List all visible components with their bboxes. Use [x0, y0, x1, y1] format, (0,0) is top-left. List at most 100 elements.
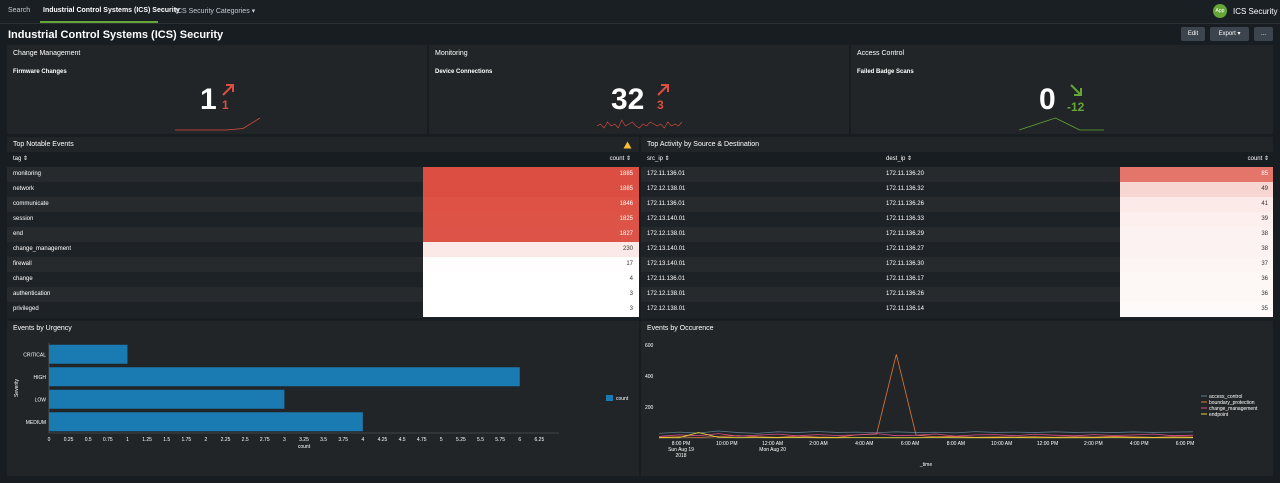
x-tick-label: 1.5: [163, 437, 170, 443]
table-row[interactable]: monitoring 1885: [7, 167, 639, 182]
cell-count: 1846: [423, 197, 639, 212]
arrow-up-icon: [222, 84, 234, 96]
column-header-dest-ip[interactable]: dest_ip ⇕: [886, 156, 913, 162]
bar-low[interactable]: [49, 389, 285, 409]
card-delta: 1: [222, 98, 229, 112]
x-tick-label: 5.75: [495, 437, 505, 443]
edit-button[interactable]: Edit: [1181, 27, 1205, 41]
table-row[interactable]: end 1827: [7, 227, 639, 242]
series-line-endpoint[interactable]: [659, 432, 1193, 439]
table-row[interactable]: 172.12.138.01 172.11.136.29 38: [641, 227, 1273, 242]
card-delta: -12: [1067, 100, 1085, 114]
y-tick-label: 200: [645, 405, 654, 411]
table-row[interactable]: 172.13.140.01 172.11.136.30 37: [641, 257, 1273, 272]
table-row[interactable]: 172.12.138.01 172.11.136.26 36: [641, 287, 1273, 302]
x-tick-label: Mon Aug 20: [759, 447, 786, 453]
x-tick-label: 3.5: [320, 437, 327, 443]
x-tick-label: 2: [205, 437, 208, 443]
events-by-occurence-panel: Events by Occurence 600 400 200 8:00 PM Sun …: [641, 321, 1273, 476]
x-tick-label: 0.75: [103, 437, 113, 443]
cell-count: 41: [1120, 197, 1273, 212]
column-header-count[interactable]: count ⇕: [609, 156, 631, 162]
table-row[interactable]: change 4: [7, 272, 639, 287]
table-header: tag ⇕ count ⇕: [7, 152, 639, 167]
cell-count: 49: [1120, 182, 1273, 197]
x-tick-label: Sun Aug 19: [668, 447, 694, 453]
cell-src-ip: 172.13.140.01: [647, 216, 686, 222]
cell-tag: authentication: [13, 291, 51, 297]
cell-count: 4: [423, 272, 639, 287]
y-tick-label: 400: [645, 374, 654, 380]
bar-medium[interactable]: [49, 412, 363, 432]
table-row[interactable]: 172.13.140.01 172.11.136.27 38: [641, 242, 1273, 257]
cell-count: 39: [1120, 212, 1273, 227]
nav-categories-dropdown[interactable]: ICS Security Categories ▾: [175, 8, 256, 15]
table-row[interactable]: communicate 1846: [7, 197, 639, 212]
y-tick-label: 600: [645, 343, 654, 349]
column-header-count[interactable]: count ⇕: [1247, 156, 1269, 162]
card-value: 0: [1039, 83, 1056, 116]
x-tick-label: 6:00 AM: [901, 441, 919, 447]
more-button[interactable]: ...: [1254, 27, 1273, 41]
table-row[interactable]: 172.11.136.01 172.11.136.20 85: [641, 167, 1273, 182]
nav-search[interactable]: Search: [8, 7, 31, 14]
table-row[interactable]: firewall 17: [7, 257, 639, 272]
bar-critical[interactable]: [49, 344, 128, 364]
cell-tag: change_management: [13, 246, 72, 252]
cell-count: 1827: [423, 227, 639, 242]
cell-src-ip: 172.13.140.01: [647, 246, 686, 252]
card-title: Monitoring: [435, 50, 468, 57]
x-tick-label: 4.25: [378, 437, 388, 443]
column-header-src-ip[interactable]: src_ip ⇕: [647, 156, 670, 162]
x-tick-label: 10:00 AM: [991, 441, 1012, 447]
table-row[interactable]: authentication 3: [7, 287, 639, 302]
table-row[interactable]: 172.12.138.01 172.11.136.14 35: [641, 302, 1273, 317]
table-row[interactable]: session 1825: [7, 212, 639, 227]
page-title: Industrial Control Systems (ICS) Securit…: [8, 29, 224, 41]
series-line-change_management[interactable]: [658, 433, 1194, 437]
warning-icon[interactable]: [623, 141, 632, 149]
column-header-tag[interactable]: tag ⇕: [13, 156, 29, 162]
export-button[interactable]: Export ▾: [1210, 27, 1249, 41]
top-nav: Search Industrial Control Systems (ICS) …: [0, 0, 1280, 24]
x-tick-label: 1.75: [181, 437, 191, 443]
cell-tag: firewall: [13, 261, 32, 267]
cell-count: 35: [1120, 302, 1273, 317]
table-row[interactable]: privileged 3: [7, 302, 639, 317]
x-tick-label: 1: [126, 437, 129, 443]
legend-label[interactable]: change_management: [1209, 406, 1258, 412]
legend-swatch: [606, 395, 613, 401]
table-row[interactable]: 172.13.140.01 172.11.136.33 39: [641, 212, 1273, 227]
table-row[interactable]: 172.11.136.01 172.11.136.17 36: [641, 272, 1273, 287]
table-row[interactable]: 172.12.138.01 172.11.136.32 49: [641, 182, 1273, 197]
x-tick-label: 4: [361, 437, 364, 443]
legend-label[interactable]: endpoint: [1209, 412, 1229, 418]
legend-label[interactable]: access_control: [1209, 394, 1242, 400]
cell-dest-ip: 172.11.136.26: [886, 291, 924, 297]
x-tick-label: 6:00 PM: [1176, 441, 1195, 447]
legend-label[interactable]: boundary_protection: [1209, 400, 1255, 406]
series-line-access_control[interactable]: [658, 430, 1194, 434]
table-row[interactable]: network 1885: [7, 182, 639, 197]
card-value: 1: [200, 83, 217, 116]
series-line-boundary_protection[interactable]: [658, 354, 1194, 438]
table-row[interactable]: change_management 230: [7, 242, 639, 257]
app-icon: App: [1213, 4, 1227, 18]
bar-high[interactable]: [49, 367, 520, 387]
card-subtitle: Firmware Changes: [13, 69, 67, 75]
cell-dest-ip: 172.11.136.20: [886, 171, 924, 177]
nav-dashboard[interactable]: Industrial Control Systems (ICS) Securit…: [43, 7, 180, 14]
legend-label[interactable]: count: [616, 396, 629, 402]
cell-count: 85: [1120, 167, 1273, 182]
x-tick-label: 10:00 PM: [716, 441, 737, 447]
arrow-up-icon: [657, 84, 669, 96]
table-row[interactable]: 172.11.136.01 172.11.136.26 41: [641, 197, 1273, 212]
cell-count: 37: [1120, 257, 1273, 272]
card-access-control: Access Control Failed Badge Scans 0 -12: [851, 45, 1273, 134]
x-tick-label: 3.25: [299, 437, 309, 443]
app-name[interactable]: ICS Security: [1233, 7, 1278, 16]
cell-tag: session: [13, 216, 34, 222]
cell-dest-ip: 172.11.136.14: [886, 306, 924, 312]
cell-src-ip: 172.11.136.01: [647, 276, 685, 282]
cell-dest-ip: 172.11.136.27: [886, 246, 924, 252]
